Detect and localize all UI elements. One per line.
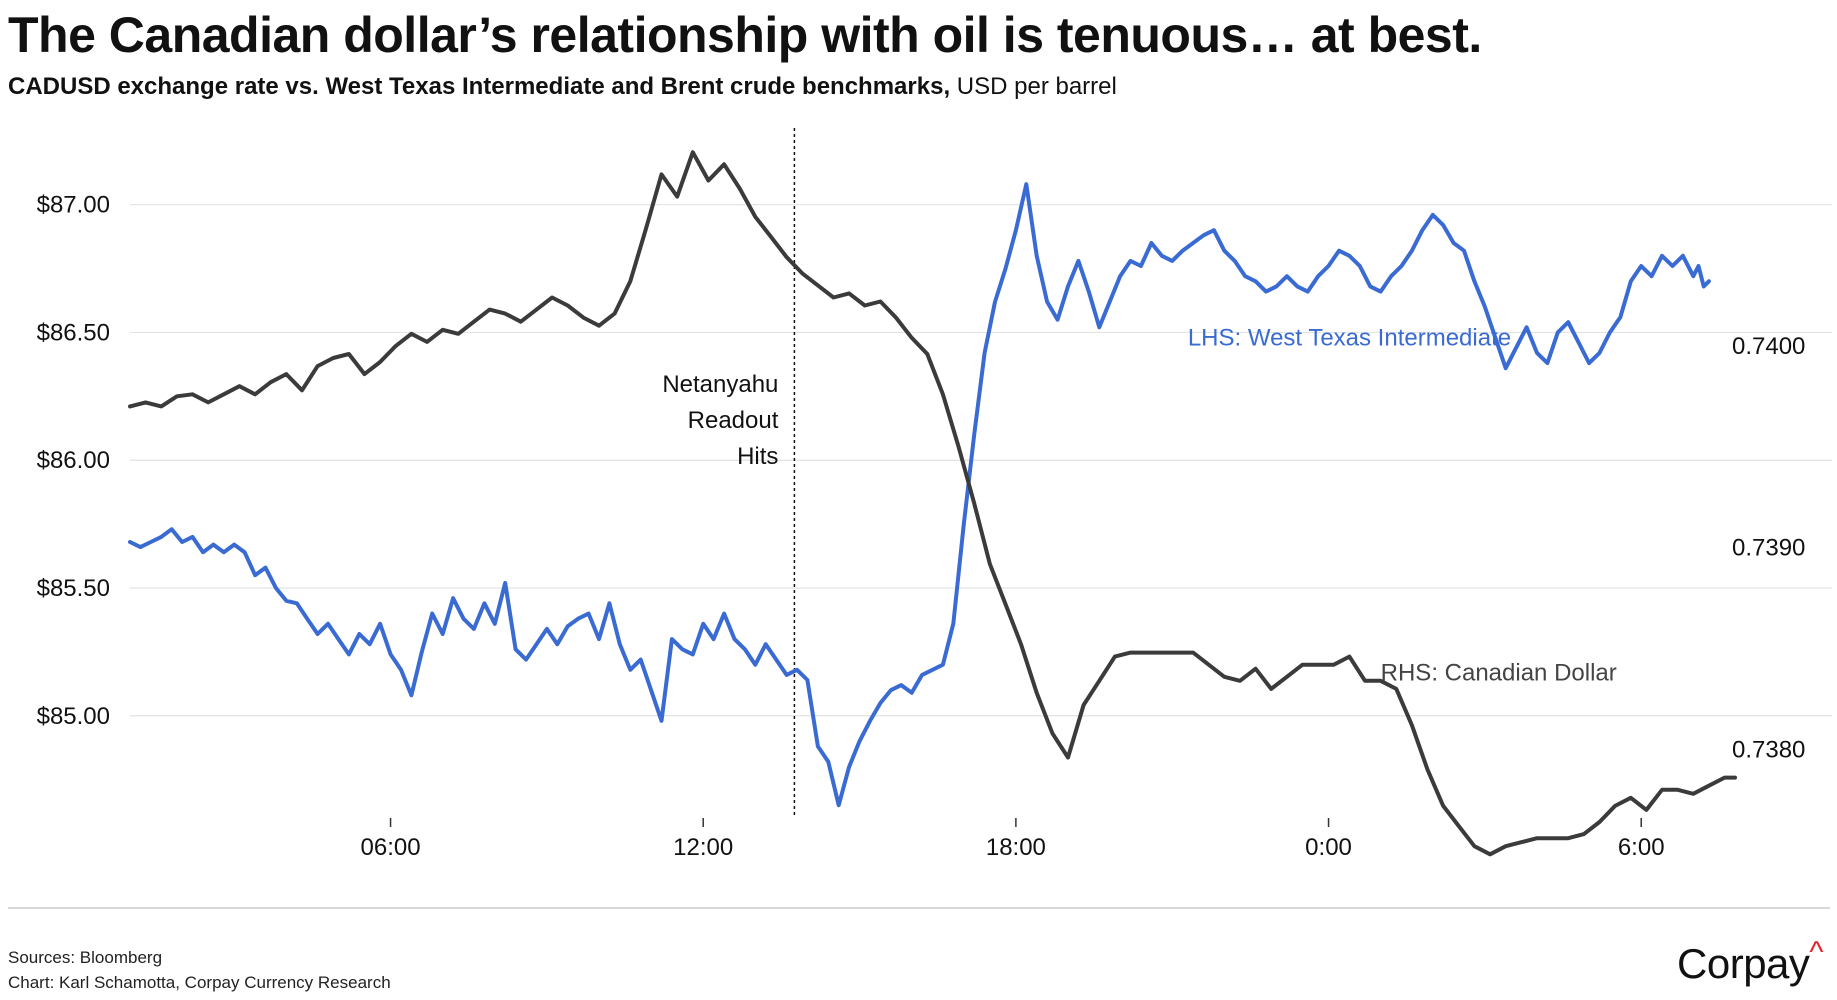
y-axis-left: $85.00 $85.50 $86.00 $86.50 $87.00 xyxy=(37,192,110,730)
y-left-tick-label: $85.00 xyxy=(37,703,110,730)
corpay-logo: Corpay^ xyxy=(1677,936,1823,988)
y-left-tick-label: $87.00 xyxy=(37,192,110,219)
series-lines xyxy=(128,150,1737,857)
x-tick-label: 12:00 xyxy=(673,834,733,861)
footer: Sources: Bloomberg Chart: Karl Schamotta… xyxy=(8,945,391,995)
logo-caret-icon: ^ xyxy=(1809,936,1823,969)
annotation-text: Netanyahu xyxy=(662,371,778,398)
subtitle-bold: CADUSD exchange rate vs. West Texas Inte… xyxy=(8,73,951,100)
subtitle-unit: USD per barrel xyxy=(950,73,1117,100)
y-right-tick-label: 0.7380 xyxy=(1732,736,1805,763)
chart-title: The Canadian dollar’s relationship with … xyxy=(8,7,1482,63)
x-tick-label: 18:00 xyxy=(986,834,1046,861)
annotation-text: Hits xyxy=(737,443,778,470)
logo-text: Corpay xyxy=(1677,940,1810,987)
y-left-tick-label: $86.50 xyxy=(37,319,110,346)
series-line xyxy=(128,182,1711,808)
grid-lines xyxy=(130,204,1832,717)
y-left-tick-label: $85.50 xyxy=(37,575,110,602)
y-left-tick-label: $86.00 xyxy=(37,447,110,474)
annotation-text: Readout xyxy=(688,407,779,434)
chart-subtitle: CADUSD exchange rate vs. West Texas Inte… xyxy=(8,73,1117,101)
annotation: Netanyahu Readout Hits xyxy=(662,128,796,818)
series-line xyxy=(128,150,1737,857)
series-labels: LHS: West Texas Intermediate RHS: Canadia… xyxy=(1188,325,1617,687)
sources-text: Sources: Bloomberg xyxy=(8,948,163,967)
x-tick-label: 0:00 xyxy=(1305,834,1352,861)
y-right-tick-label: 0.7390 xyxy=(1732,535,1805,562)
y-right-tick-label: 0.7400 xyxy=(1732,333,1805,360)
x-tick-label: 06:00 xyxy=(361,834,421,861)
x-tick-label: 6:00 xyxy=(1618,834,1665,861)
series-label-wti: LHS: West Texas Intermediate xyxy=(1188,325,1511,352)
series-label-cad: RHS: Canadian Dollar xyxy=(1381,660,1617,687)
y-axis-right: 0.7380 0.7390 0.7400 xyxy=(1732,333,1805,764)
credit-text: Chart: Karl Schamotta, Corpay Currency R… xyxy=(8,973,391,992)
x-axis: 06:00 12:00 18:00 0:00 6:00 xyxy=(361,818,1665,861)
